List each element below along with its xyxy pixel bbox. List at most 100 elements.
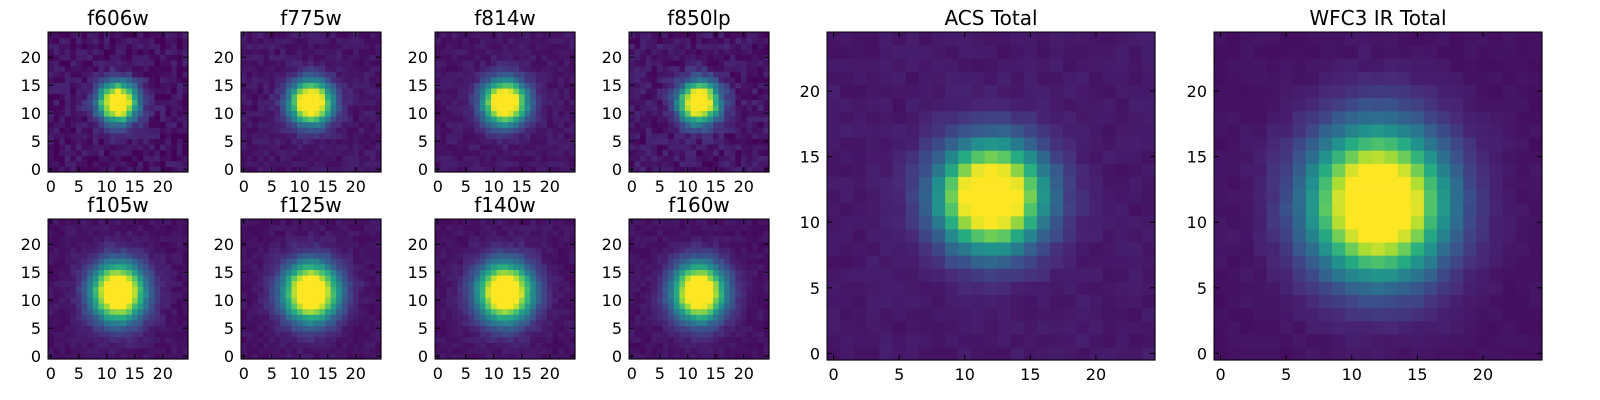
heatmap-cell (171, 160, 178, 167)
heatmap-cell (246, 54, 253, 61)
heatmap-cell (353, 144, 360, 151)
heatmap-cell (280, 32, 287, 39)
heatmap-cell (451, 144, 458, 151)
heatmap-cell (640, 347, 647, 354)
heatmap-cell (336, 93, 343, 100)
heatmap-cell (160, 144, 167, 151)
panel-title: f850lp (667, 6, 730, 30)
heatmap-cell (558, 116, 565, 123)
heatmap-cell (569, 116, 576, 123)
heatmap-cell (313, 353, 320, 360)
heatmap-cell (297, 331, 304, 338)
heatmap-cell (524, 230, 531, 237)
heatmap-cell (746, 144, 753, 151)
heatmap-cell (701, 149, 708, 156)
heatmap-cell (302, 116, 309, 123)
heatmap-cell (530, 43, 537, 50)
heatmap-cell (513, 263, 520, 270)
heatmap-cell (341, 319, 348, 326)
heatmap-cell (353, 116, 360, 123)
heatmap-cell (752, 149, 759, 156)
heatmap-cell (457, 336, 464, 343)
heatmap-cell (446, 291, 453, 298)
heatmap-cell (707, 331, 714, 338)
heatmap-cell (171, 116, 178, 123)
heatmap-cells (48, 32, 189, 173)
heatmap-cell (446, 275, 453, 282)
heatmap-cell (757, 65, 764, 72)
heatmap-cell (291, 336, 298, 343)
heatmap-cell (558, 325, 565, 332)
heatmap-cell (530, 291, 537, 298)
heatmap-cell (313, 263, 320, 270)
heatmap-cell (513, 258, 520, 265)
heatmap-cell (353, 71, 360, 78)
heatmap-cell (519, 286, 526, 293)
heatmap-cell (132, 127, 139, 134)
heatmap-cell (524, 241, 531, 248)
heatmap-cell (341, 166, 348, 173)
heatmap-cell (165, 121, 172, 128)
heatmap-cell (269, 65, 276, 72)
heatmap-cell (375, 235, 382, 242)
heatmap-cell (285, 60, 292, 67)
heatmap-cell (375, 99, 382, 106)
heatmap-cell (330, 116, 337, 123)
heatmap-cell (148, 286, 155, 293)
heatmap-cell (496, 99, 503, 106)
heatmap-cell (479, 60, 486, 67)
heatmap-cell (491, 280, 498, 287)
heatmap-cell (457, 82, 464, 89)
heatmap-cell (269, 127, 276, 134)
heatmap-cell (137, 286, 144, 293)
x-tick-label: 0 (239, 177, 249, 196)
heatmap-cell (519, 121, 526, 128)
heatmap-cell (126, 235, 133, 242)
heatmap-cell (651, 155, 658, 162)
heatmap-cell (375, 291, 382, 298)
heatmap-cell (446, 99, 453, 106)
heatmap-cell (552, 65, 559, 72)
heatmap-cell (143, 336, 150, 343)
heatmap-cell (313, 60, 320, 67)
heatmap-cell (347, 353, 354, 360)
heatmap-cell (241, 308, 248, 315)
heatmap-cell (457, 155, 464, 162)
heatmap-cell (246, 60, 253, 67)
heatmap-cell (651, 127, 658, 134)
heatmap-cell (98, 54, 105, 61)
heatmap-cell (341, 308, 348, 315)
heatmap-cell (563, 144, 570, 151)
heatmap-cell (285, 241, 292, 248)
heatmap-cell (347, 286, 354, 293)
heatmap-cell (369, 93, 376, 100)
heatmap-cell (280, 275, 287, 282)
heatmap-cell (182, 331, 189, 338)
heatmap-cell (353, 43, 360, 50)
heatmap-cell (513, 286, 520, 293)
heatmap-cell (81, 258, 88, 265)
heatmap-cell (280, 99, 287, 106)
heatmap-cell (491, 138, 498, 145)
heatmap-cell (519, 138, 526, 145)
heatmap-cell (341, 37, 348, 44)
heatmap-cell (160, 286, 167, 293)
heatmap-cell (302, 144, 309, 151)
heatmap-cell (369, 71, 376, 78)
heatmap-cell (752, 32, 759, 39)
heatmap-cell (154, 144, 161, 151)
heatmap-cell (701, 104, 708, 111)
heatmap-cell (634, 314, 641, 321)
heatmap-cell (109, 336, 116, 343)
heatmap-cell (70, 263, 77, 270)
heatmap-cell (763, 104, 770, 111)
heatmap-cell (48, 65, 55, 72)
heatmap-cell (92, 319, 99, 326)
heatmap-cell (662, 160, 669, 167)
heatmap-cell (126, 88, 133, 95)
heatmap-cell (752, 116, 759, 123)
heatmap-cell (319, 155, 326, 162)
heatmap-cell (176, 325, 183, 332)
heatmap-cell (154, 319, 161, 326)
heatmap-cell (280, 76, 287, 83)
